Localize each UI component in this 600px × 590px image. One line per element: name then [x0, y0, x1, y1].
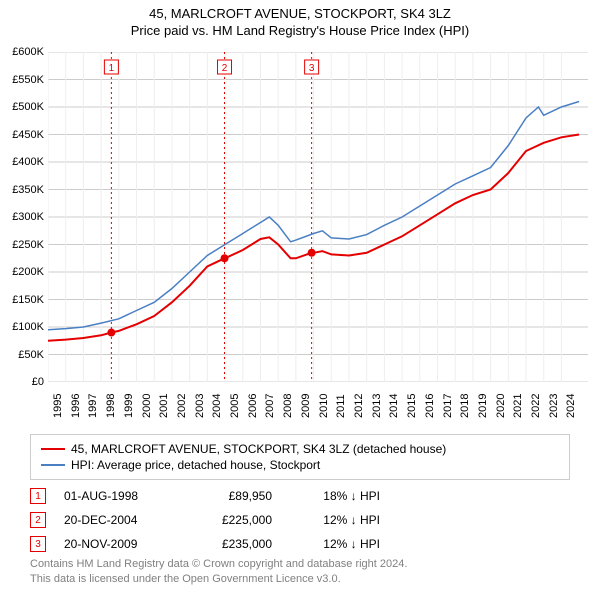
footer-line-2: This data is licensed under the Open Gov… — [30, 572, 407, 586]
legend-row: HPI: Average price, detached house, Stoc… — [41, 457, 559, 473]
plot-area: 1 2 3 — [48, 52, 588, 382]
chart-title-1: 45, MARLCROFT AVENUE, STOCKPORT, SK4 3LZ — [0, 6, 600, 21]
event-price: £235,000 — [192, 537, 272, 551]
event-marker-icon: 2 — [30, 512, 46, 528]
event-price: £89,950 — [192, 489, 272, 503]
event-row: 1 01-AUG-1998 £89,950 18% ↓ HPI — [30, 484, 380, 508]
legend-label: HPI: Average price, detached house, Stoc… — [71, 458, 320, 472]
event-date: 20-DEC-2004 — [64, 513, 174, 527]
chart-svg: 1 2 3 — [48, 52, 588, 382]
event-diff: 12% ↓ HPI — [290, 513, 380, 527]
chart-container: 45, MARLCROFT AVENUE, STOCKPORT, SK4 3LZ… — [0, 0, 600, 590]
event-diff: 18% ↓ HPI — [290, 489, 380, 503]
legend-row: 45, MARLCROFT AVENUE, STOCKPORT, SK4 3LZ… — [41, 441, 559, 457]
legend-swatch — [41, 448, 65, 450]
events-table: 1 01-AUG-1998 £89,950 18% ↓ HPI 2 20-DEC… — [30, 484, 380, 556]
x-axis-labels: 1995199619971998199920002001200220032004… — [48, 384, 588, 432]
event-row: 2 20-DEC-2004 £225,000 12% ↓ HPI — [30, 508, 380, 532]
titles: 45, MARLCROFT AVENUE, STOCKPORT, SK4 3LZ… — [0, 0, 600, 38]
event-marker-icon: 1 — [30, 488, 46, 504]
footer: Contains HM Land Registry data © Crown c… — [30, 557, 407, 586]
svg-text:3: 3 — [309, 63, 315, 74]
legend: 45, MARLCROFT AVENUE, STOCKPORT, SK4 3LZ… — [30, 434, 570, 480]
event-row: 3 20-NOV-2009 £235,000 12% ↓ HPI — [30, 532, 380, 556]
event-date: 20-NOV-2009 — [64, 537, 174, 551]
event-marker-icon: 3 — [30, 536, 46, 552]
legend-label: 45, MARLCROFT AVENUE, STOCKPORT, SK4 3LZ… — [71, 442, 446, 456]
event-price: £225,000 — [192, 513, 272, 527]
footer-line-1: Contains HM Land Registry data © Crown c… — [30, 557, 407, 571]
svg-text:2: 2 — [222, 63, 228, 74]
event-diff: 12% ↓ HPI — [290, 537, 380, 551]
svg-text:1: 1 — [109, 63, 115, 74]
legend-swatch — [41, 464, 65, 466]
chart-title-2: Price paid vs. HM Land Registry's House … — [0, 23, 600, 38]
event-date: 01-AUG-1998 — [64, 489, 174, 503]
y-axis-labels: £0£50K£100K£150K£200K£250K£300K£350K£400… — [0, 52, 46, 382]
